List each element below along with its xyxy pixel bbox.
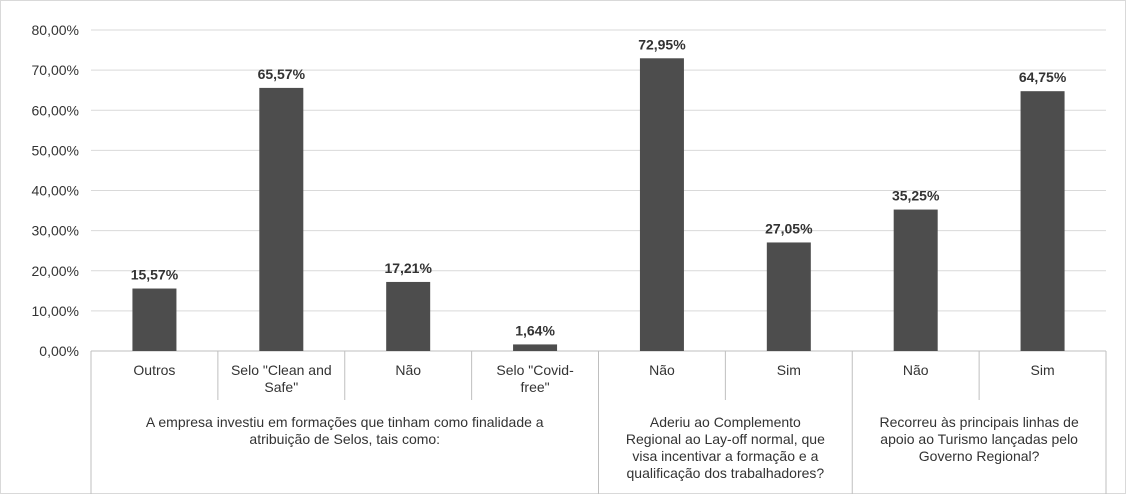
bar [132,288,177,351]
data-label: 27,05% [765,220,813,236]
y-tick-label: 80,00% [32,22,79,38]
data-label: 65,57% [258,66,306,82]
x-group-label: Aderiu ao Complemento [650,414,801,430]
data-label: 15,57% [131,267,179,283]
x-tick-label: Selo "Covid- [496,362,574,378]
y-tick-label: 40,00% [32,183,79,199]
y-tick-label: 0,00% [39,343,79,359]
bar [639,58,684,352]
y-tick-label: 50,00% [32,142,79,158]
x-group-label: Governo Regional? [919,448,1040,464]
x-tick-label: free" [521,379,550,395]
data-label: 64,75% [1019,69,1067,85]
bar [386,281,431,351]
y-tick-label: 20,00% [32,263,79,279]
x-group-label: qualificação dos trabalhadores? [627,465,825,481]
bars [132,58,1065,352]
x-tick-label: Não [903,362,929,378]
y-axis: 0,00% 10,00% 20,00% 30,00% 40,00% 50,00% 60,00… [32,22,79,359]
x-tick-label: Sim [777,362,801,378]
data-label: 1,64% [515,322,555,338]
x-tick-label: Safe" [264,379,298,395]
y-tick-label: 30,00% [32,223,79,239]
x-tick-label: Selo "Clean and [231,362,332,378]
x-group-label: Regional ao Lay-off normal, que [626,431,825,447]
bar [893,209,938,351]
y-tick-label: 10,00% [32,303,79,319]
x-axis-groups: A empresa investiu em formações que tinh… [146,414,1079,481]
bar [513,344,558,351]
data-labels: 15,57% 65,57% 17,21% 1,64% 72,95% 27,05% 35,25… [131,36,1067,338]
x-tick-label: Não [649,362,675,378]
bar [766,242,811,351]
x-group-label: Recorreu às principais linhas de [880,414,1079,430]
x-group-label: A empresa investiu em formações que tinh… [146,414,544,430]
x-tick-label: Não [395,362,421,378]
bar [1020,91,1065,352]
data-label: 17,21% [384,260,432,276]
x-tick-label: Sim [1031,362,1055,378]
x-group-label: atribuição de Selos, tais como: [249,431,440,447]
bar [259,87,304,351]
x-group-label: apoio ao Turismo lançadas pelo [880,431,1078,447]
x-tick-label: Outros [133,362,175,378]
y-tick-label: 70,00% [32,62,79,78]
data-label: 72,95% [638,36,686,52]
data-label: 35,25% [892,188,940,204]
x-group-label: visa incentivar a formação e a [632,448,818,464]
y-tick-label: 60,00% [32,102,79,118]
